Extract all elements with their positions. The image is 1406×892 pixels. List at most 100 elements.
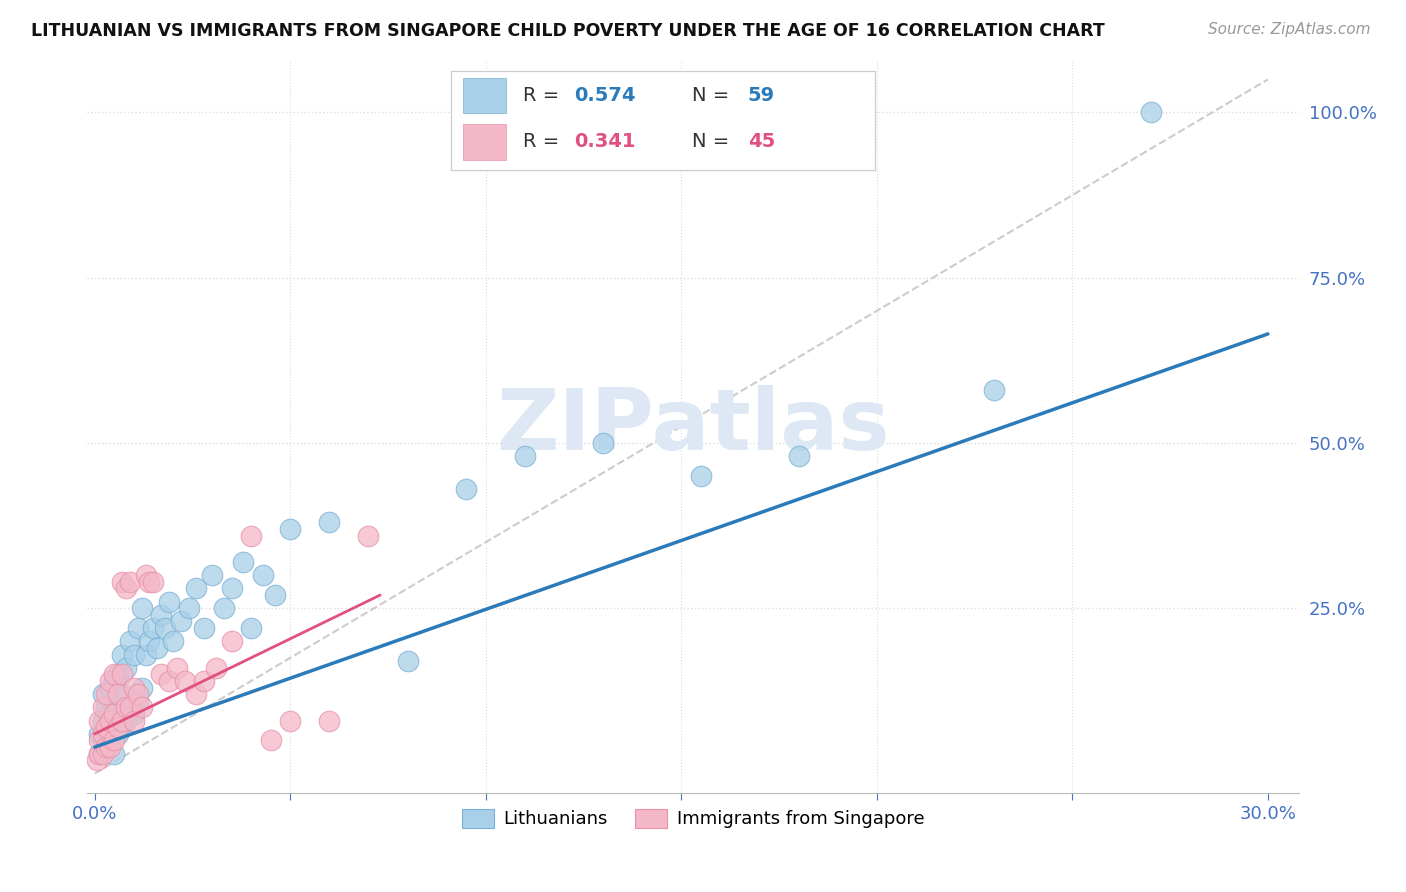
Point <box>177 601 200 615</box>
Point <box>87 714 110 728</box>
Point <box>111 714 134 728</box>
Point <box>240 528 263 542</box>
Point <box>173 673 195 688</box>
Point <box>87 747 110 761</box>
Point <box>205 661 228 675</box>
Legend: Lithuanians, Immigrants from Singapore: Lithuanians, Immigrants from Singapore <box>454 802 931 836</box>
Text: ZIPatlas: ZIPatlas <box>496 385 890 468</box>
Point <box>122 648 145 662</box>
Point <box>252 568 274 582</box>
Point <box>689 469 711 483</box>
Point <box>111 574 134 589</box>
Point <box>122 706 145 721</box>
Point <box>787 449 810 463</box>
Point <box>107 667 129 681</box>
Point <box>150 667 173 681</box>
Point <box>396 654 419 668</box>
Point <box>96 720 118 734</box>
Text: LITHUANIAN VS IMMIGRANTS FROM SINGAPORE CHILD POVERTY UNDER THE AGE OF 16 CORREL: LITHUANIAN VS IMMIGRANTS FROM SINGAPORE … <box>31 22 1105 40</box>
Point <box>111 720 134 734</box>
Point <box>115 700 138 714</box>
Point <box>201 568 224 582</box>
Point <box>318 714 340 728</box>
Point <box>153 621 176 635</box>
Point <box>193 673 215 688</box>
Point <box>103 747 125 761</box>
Point <box>111 648 134 662</box>
Point <box>318 516 340 530</box>
Point <box>107 727 129 741</box>
Point <box>170 615 193 629</box>
Point <box>103 706 125 721</box>
Point <box>96 687 118 701</box>
Point <box>107 687 129 701</box>
Point <box>221 634 243 648</box>
Point <box>103 673 125 688</box>
Point <box>91 747 114 761</box>
Point <box>122 681 145 695</box>
Point <box>111 687 134 701</box>
Point <box>98 673 121 688</box>
Point <box>115 714 138 728</box>
Point <box>138 574 160 589</box>
Point <box>212 601 235 615</box>
Point <box>193 621 215 635</box>
Point <box>232 555 254 569</box>
Point <box>166 661 188 675</box>
Point <box>357 528 380 542</box>
Text: Source: ZipAtlas.com: Source: ZipAtlas.com <box>1208 22 1371 37</box>
Point <box>91 700 114 714</box>
Point <box>96 700 118 714</box>
Point <box>138 634 160 648</box>
Point <box>127 621 149 635</box>
Point <box>135 648 157 662</box>
Point <box>131 700 153 714</box>
Point <box>98 681 121 695</box>
Point <box>221 582 243 596</box>
Point <box>87 733 110 747</box>
Point <box>142 621 165 635</box>
Point <box>115 661 138 675</box>
Point <box>87 747 110 761</box>
Point <box>98 740 121 755</box>
Point <box>107 720 129 734</box>
Point <box>278 714 301 728</box>
Point <box>135 568 157 582</box>
Point <box>142 574 165 589</box>
Point <box>103 667 125 681</box>
Point <box>162 634 184 648</box>
Point <box>103 714 125 728</box>
Point <box>91 727 114 741</box>
Point <box>131 601 153 615</box>
Point <box>107 700 129 714</box>
Point <box>118 700 141 714</box>
Point <box>103 733 125 747</box>
Point <box>278 522 301 536</box>
Point <box>513 449 536 463</box>
Point <box>118 634 141 648</box>
Point <box>1139 105 1161 120</box>
Point <box>592 436 614 450</box>
Point <box>240 621 263 635</box>
Point <box>150 607 173 622</box>
Point <box>186 687 208 701</box>
Point <box>91 687 114 701</box>
Point <box>127 687 149 701</box>
Point <box>96 720 118 734</box>
Point <box>96 740 118 755</box>
Point <box>98 733 121 747</box>
Point <box>91 733 114 747</box>
Point <box>98 706 121 721</box>
Point <box>96 740 118 755</box>
Point <box>115 582 138 596</box>
Point <box>122 714 145 728</box>
Point <box>157 594 180 608</box>
Point <box>186 582 208 596</box>
Point <box>127 694 149 708</box>
Point <box>260 733 283 747</box>
Point <box>98 714 121 728</box>
Point <box>983 383 1005 397</box>
Point <box>263 588 285 602</box>
Point <box>146 640 169 655</box>
Point <box>118 574 141 589</box>
